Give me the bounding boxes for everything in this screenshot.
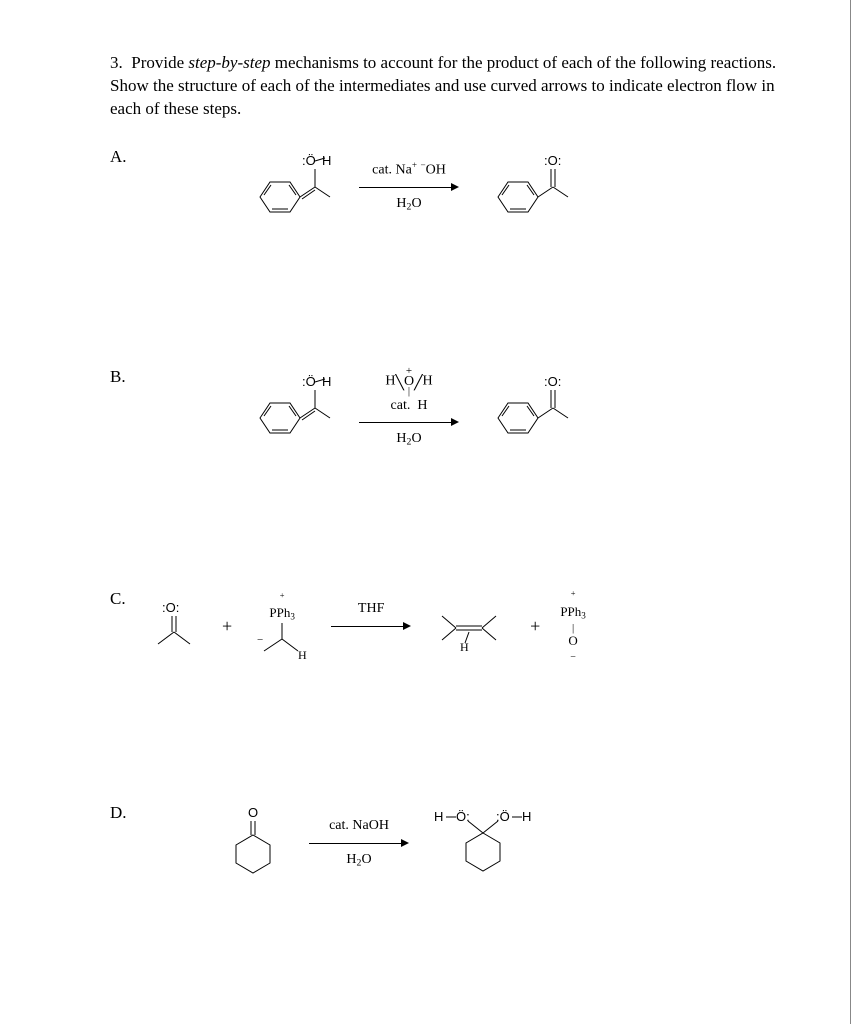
svg-text:H: H (322, 374, 331, 389)
C-rxn-above: THF (358, 599, 384, 619)
part-A-label: A. (110, 147, 127, 167)
D-product: H Ö: :Ö H (428, 803, 548, 883)
svg-text:−: − (257, 634, 263, 646)
B-reaction-arrow: H╲+O|╱H cat. H H2O (354, 367, 464, 450)
B-starting-material: :Ö H (240, 368, 340, 448)
A-starting-material: :Ö H (240, 147, 340, 227)
B-product: :O: (478, 368, 578, 448)
svg-text::Ö: :Ö (496, 809, 510, 824)
D-starting-material: O (220, 803, 290, 883)
svg-text:O: O (248, 805, 258, 820)
part-C-label: C. (110, 589, 126, 609)
arrow-icon (359, 182, 459, 192)
svg-text:Ö:: Ö: (456, 809, 470, 824)
A-reaction-arrow: cat. Na+ −OH H2O (354, 159, 464, 214)
svg-text::Ö: :Ö (302, 153, 316, 168)
C-ketone: :O: (146, 596, 202, 656)
svg-text:H: H (322, 153, 331, 168)
svg-text:H: H (298, 648, 307, 661)
D-reaction-arrow: cat. NaOH H2O (304, 816, 414, 870)
svg-text::Ö: :Ö (302, 374, 316, 389)
question-em: step-by-step (188, 53, 270, 72)
A-product: :O: (478, 147, 578, 227)
part-B: B. :Ö H (110, 367, 780, 450)
svg-text:H: H (522, 809, 531, 824)
svg-text::O:: :O: (544, 374, 561, 389)
question-number: 3. (110, 53, 123, 72)
C-ylide: +PPh3 − H (252, 591, 312, 662)
part-D: D. O cat. NaOH H2O (110, 803, 780, 883)
B-rxn-below: H2O (396, 429, 421, 449)
part-D-label: D. (110, 803, 127, 823)
D-rxn-above: cat. NaOH (329, 816, 389, 836)
C-reaction-arrow: THF (326, 599, 416, 652)
arrow-icon (359, 417, 459, 427)
svg-text::O:: :O: (544, 153, 561, 168)
question-prompt: 3. Provide step-by-step mechanisms to ac… (110, 52, 780, 121)
C-phosphine-oxide: +PPh3|O− (560, 589, 586, 663)
A-rxn-above: cat. Na+ −OH (372, 159, 446, 180)
B-rxn-above: H╲+O|╱H cat. H (385, 367, 432, 415)
C-rxn-below (369, 633, 373, 653)
plus-icon: + (216, 616, 238, 637)
part-C: C. :O: + +PPh3 − (110, 589, 780, 663)
D-rxn-below: H2O (346, 850, 371, 870)
svg-text:H: H (460, 640, 469, 654)
A-rxn-below: H2O (396, 194, 421, 214)
plus-icon: + (524, 616, 546, 637)
C-alkene-product: H (430, 596, 510, 656)
svg-text:H: H (434, 809, 443, 824)
page: 3. Provide step-by-step mechanisms to ac… (0, 0, 851, 1024)
arrow-icon (309, 838, 409, 848)
svg-text::O:: :O: (162, 600, 179, 615)
part-A: A. :Ö H (110, 147, 780, 227)
arrow-icon (331, 621, 411, 631)
part-B-label: B. (110, 367, 126, 387)
question-pre: Provide (131, 53, 188, 72)
